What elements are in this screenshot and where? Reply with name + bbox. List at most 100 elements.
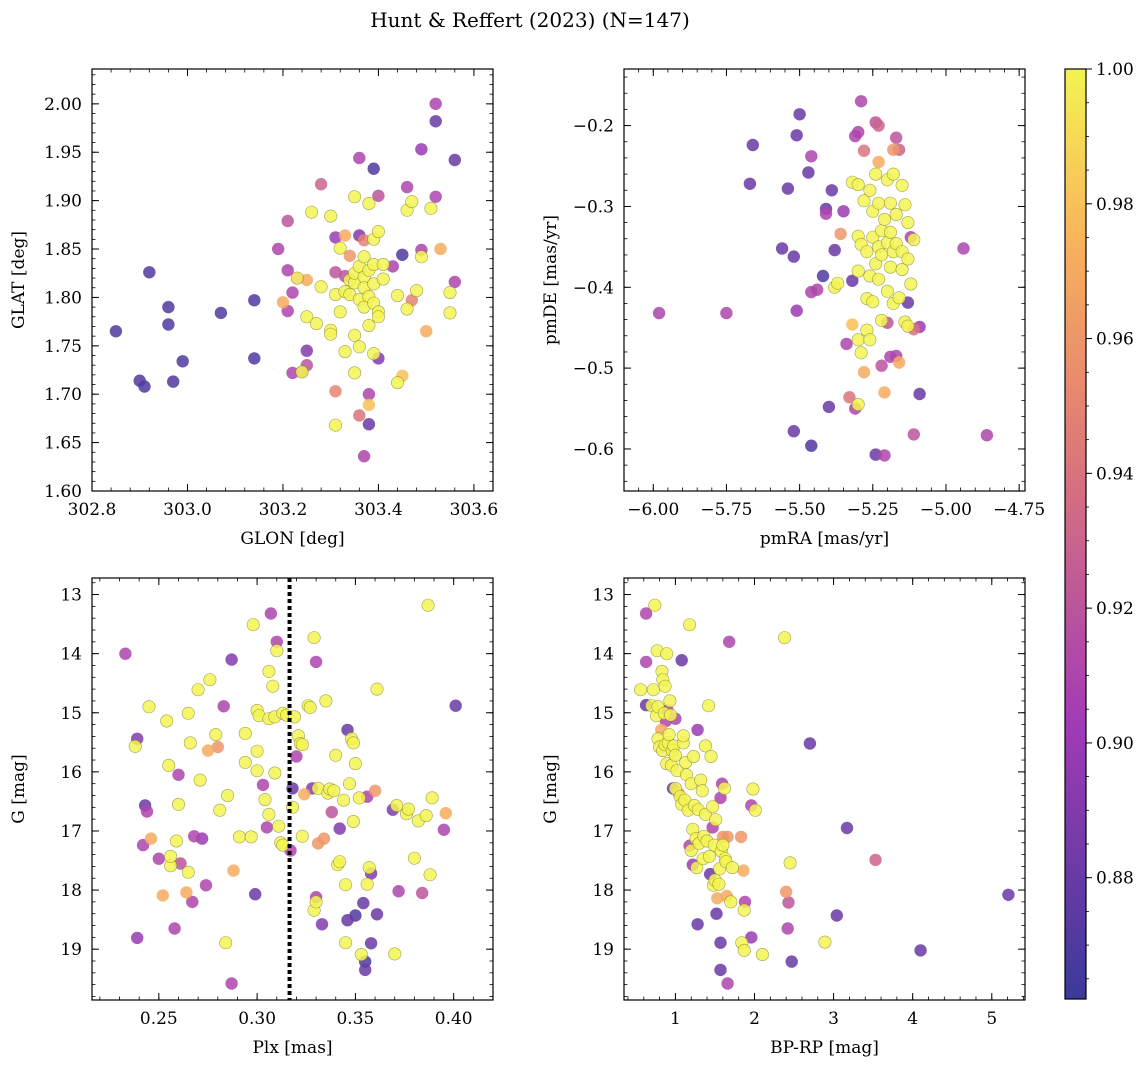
colorbar-tick-label: 1.00 xyxy=(1096,60,1134,80)
data-point xyxy=(639,607,653,620)
data-point xyxy=(162,318,175,331)
data-point xyxy=(898,198,912,212)
data-point xyxy=(270,644,284,658)
data-point xyxy=(221,788,235,802)
x-tick-label: 303.2 xyxy=(259,500,308,520)
y-tick-label: −0.2 xyxy=(573,117,614,137)
data-point xyxy=(837,205,850,218)
data-point xyxy=(714,936,727,949)
data-point xyxy=(268,766,282,780)
data-point xyxy=(286,286,299,299)
data-point xyxy=(219,936,233,950)
colorbar-tick-label: 0.88 xyxy=(1096,869,1134,889)
x-tick-label: 3 xyxy=(828,1009,839,1029)
y-tick-label: 14 xyxy=(60,645,82,665)
data-point xyxy=(342,777,356,791)
data-point xyxy=(854,95,868,108)
data-point xyxy=(338,345,352,359)
data-point xyxy=(721,977,734,990)
data-point xyxy=(846,318,859,331)
data-point xyxy=(360,877,374,891)
data-point xyxy=(357,896,370,910)
data-point xyxy=(892,356,906,369)
data-point xyxy=(646,683,660,697)
data-point xyxy=(353,151,366,165)
data-point xyxy=(748,803,762,817)
data-point xyxy=(172,797,186,811)
data-point xyxy=(142,700,156,714)
data-point xyxy=(782,896,795,909)
data-point xyxy=(300,344,313,357)
data-point xyxy=(843,391,856,404)
data-point xyxy=(386,260,399,273)
data-point xyxy=(716,838,730,852)
colorbar-tick-label: 0.90 xyxy=(1096,734,1134,754)
data-point xyxy=(687,749,701,763)
data-point xyxy=(329,385,342,398)
data-point xyxy=(339,878,353,892)
data-point xyxy=(232,830,246,844)
data-point xyxy=(181,706,195,720)
data-point xyxy=(188,830,201,843)
data-point xyxy=(652,306,666,320)
data-point xyxy=(702,699,716,713)
data-point xyxy=(723,635,736,648)
data-point xyxy=(793,108,806,121)
data-point xyxy=(338,229,352,242)
data-point xyxy=(957,242,970,255)
data-point xyxy=(425,791,439,805)
data-point xyxy=(300,273,313,287)
axes-frame xyxy=(623,68,1026,492)
data-point xyxy=(295,738,309,752)
data-point xyxy=(883,225,897,239)
data-point xyxy=(314,280,328,294)
data-point xyxy=(831,276,845,290)
data-point xyxy=(816,269,830,283)
data-point xyxy=(857,144,871,157)
x-tick-label: 1 xyxy=(670,1009,681,1029)
data-point xyxy=(683,618,697,632)
data-point xyxy=(246,618,260,632)
data-point xyxy=(329,266,342,279)
data-point xyxy=(162,300,175,314)
data-point xyxy=(737,903,751,917)
data-point xyxy=(348,190,362,204)
y-tick-label: 15 xyxy=(592,704,614,724)
data-point xyxy=(324,327,338,341)
data-point xyxy=(109,325,123,338)
data-point xyxy=(348,328,362,342)
data-point xyxy=(357,450,371,463)
data-point xyxy=(706,800,720,814)
data-point xyxy=(787,425,800,438)
data-point xyxy=(429,190,442,203)
data-point xyxy=(875,313,889,327)
data-point xyxy=(805,439,818,452)
data-point xyxy=(364,937,378,950)
y-tick-label: −0.4 xyxy=(573,278,614,298)
data-point xyxy=(914,944,927,957)
data-point xyxy=(270,635,283,648)
data-point xyxy=(825,184,838,197)
data-point xyxy=(388,947,402,961)
data-point xyxy=(309,655,323,669)
data-point xyxy=(371,310,385,324)
y-tick-label: 13 xyxy=(60,586,82,606)
x-tick-label: 4 xyxy=(907,1009,918,1029)
data-point xyxy=(714,963,727,977)
data-point xyxy=(303,700,317,714)
data-point xyxy=(144,832,158,845)
data-point xyxy=(904,277,918,291)
data-point xyxy=(1002,888,1015,901)
data-point xyxy=(295,365,309,379)
data-point xyxy=(725,861,739,875)
x-tick-label: −4.75 xyxy=(993,500,1045,520)
y-tick-label: −0.5 xyxy=(573,359,614,379)
data-point xyxy=(851,333,865,347)
data-point xyxy=(907,428,920,441)
data-point xyxy=(828,243,841,257)
data-point xyxy=(869,167,883,181)
data-point xyxy=(781,922,794,935)
data-point xyxy=(787,250,800,263)
data-point xyxy=(396,248,409,261)
data-point xyxy=(343,249,356,262)
